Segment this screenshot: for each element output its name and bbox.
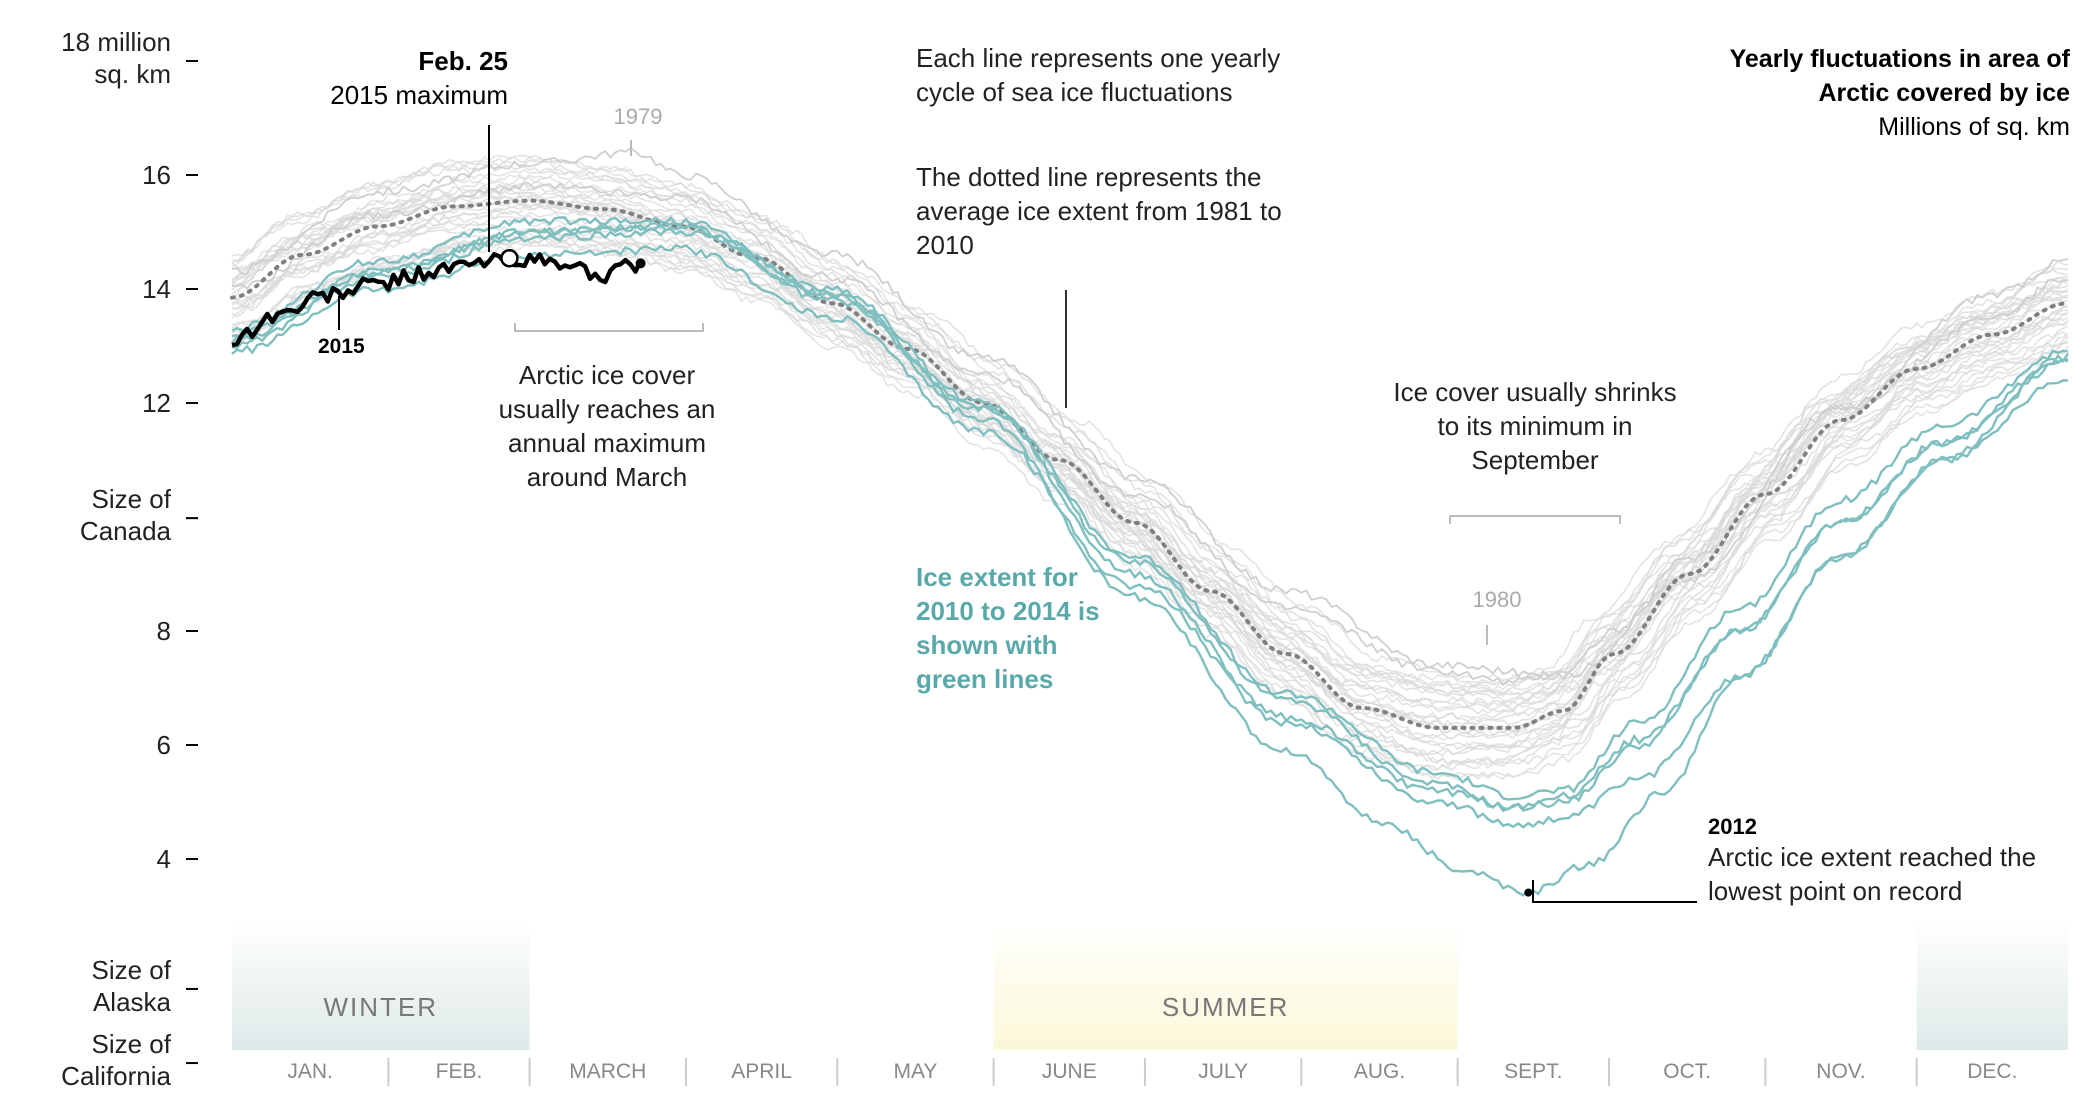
- green-note-line-4: green lines: [916, 664, 1053, 694]
- march-note-line-3: annual maximum: [508, 428, 706, 458]
- recent-line-2012: [231, 216, 2070, 897]
- march-note-line-1: Arctic ice cover: [519, 360, 696, 390]
- history-line: [231, 228, 2069, 737]
- history-line: [231, 176, 2069, 711]
- dotted-note-line-1: The dotted line represents the: [916, 162, 1261, 192]
- feb25-label: Feb. 25: [418, 46, 508, 76]
- history-line-1979: [231, 146, 2069, 681]
- historical-lines: [231, 146, 2069, 781]
- month-label: JAN.: [287, 1060, 333, 1083]
- record-note-line-2: lowest point on record: [1708, 876, 1962, 906]
- label-1979: 1979: [614, 104, 663, 129]
- season-band: [232, 920, 530, 1050]
- x-axis: JAN. FEB. MARCH APRIL MAY JUNE JULY AUG. SEPT. OC…: [287, 1058, 2017, 1086]
- march-note-line-4: around March: [527, 462, 687, 492]
- yearly-note-line-2: cycle of sea ice fluctuations: [916, 77, 1233, 107]
- sept-note-line-1: Ice cover usually shrinks: [1393, 377, 1676, 407]
- y-tick-label: sq. km: [94, 59, 171, 89]
- history-line: [231, 185, 2069, 742]
- green-note-line-3: shown with: [916, 630, 1058, 660]
- month-label: DEC.: [1967, 1060, 2017, 1083]
- feb25-sublabel: 2015 maximum: [330, 80, 508, 110]
- sept-note-line-2: to its minimum in: [1437, 411, 1632, 441]
- month-label: AUG.: [1354, 1060, 1405, 1083]
- y-tick-label: 8: [157, 616, 171, 646]
- history-line: [231, 242, 2069, 781]
- green-note-line-2: 2010 to 2014 is: [916, 596, 1100, 626]
- chart-title-line-2: Arctic covered by ice: [1818, 79, 2070, 107]
- max-2015-marker: [500, 248, 519, 268]
- month-label: MAY: [893, 1060, 937, 1083]
- label-2015: 2015: [318, 335, 365, 358]
- history-line: [231, 154, 2069, 740]
- history-line-1980: [231, 181, 2069, 687]
- y-tick-label: 14: [142, 274, 171, 304]
- record-marker: [1524, 888, 1533, 897]
- history-line: [231, 201, 2069, 749]
- history-line: [231, 219, 2069, 709]
- label-1980: 1980: [1473, 587, 1522, 612]
- average-line: [230, 198, 2070, 730]
- history-line: [231, 194, 2069, 772]
- history-line: [231, 233, 2069, 751]
- sept-bracket: [1449, 515, 1621, 524]
- y-tick-label: Size of: [92, 484, 172, 514]
- history-line: [231, 190, 2069, 757]
- y-tick-label: 16: [142, 160, 171, 190]
- history-line: [231, 234, 2069, 717]
- y-tick-label: Canada: [80, 516, 172, 546]
- recent-line-2014: [231, 227, 2069, 813]
- dotted-note-line-3: 2010: [916, 230, 974, 260]
- history-line: [231, 155, 2069, 689]
- march-note-line-2: usually reaches an: [499, 394, 716, 424]
- y-tick-label: 4: [157, 844, 171, 874]
- y-tick-label: Size of: [92, 955, 172, 985]
- current-line-2015: [231, 252, 643, 348]
- y-tick-label: 12: [142, 388, 171, 418]
- chart-subtitle: Millions of sq. km: [1878, 113, 2070, 141]
- month-label: FEB.: [436, 1060, 483, 1083]
- month-label: APRIL: [731, 1060, 792, 1083]
- month-label: MARCH: [569, 1060, 646, 1083]
- history-line: [231, 159, 2069, 756]
- season-label: WINTER: [324, 992, 439, 1022]
- y-tick-label: 6: [157, 730, 171, 760]
- record-label: 2012: [1708, 814, 1757, 839]
- march-bracket: [514, 323, 704, 332]
- current-line-end: [635, 258, 646, 269]
- month-label: NOV.: [1816, 1060, 1865, 1083]
- yearly-note-line-1: Each line represents one yearly: [916, 43, 1280, 73]
- current-line-group: [231, 248, 646, 348]
- y-tick-label: 18 million: [61, 27, 171, 57]
- record-leader: [1532, 880, 1697, 903]
- y-tick-label: Size of: [92, 1029, 172, 1059]
- history-line: [231, 198, 2069, 686]
- month-label: OCT.: [1663, 1060, 1711, 1083]
- history-line: [231, 168, 2069, 682]
- month-label: JULY: [1198, 1060, 1248, 1083]
- history-line: [231, 224, 2069, 723]
- season-band: [993, 920, 1458, 1050]
- month-label: JUNE: [1042, 1060, 1097, 1083]
- history-line: [231, 210, 2069, 780]
- record-note-line-1: Arctic ice extent reached the: [1708, 842, 2036, 872]
- history-line: [231, 180, 2069, 727]
- chart-title-line-1: Yearly fluctuations in area of: [1730, 45, 2071, 73]
- season-band: [1916, 920, 2068, 1050]
- season-label: SUMMER: [1162, 992, 1290, 1022]
- average-line-group: [230, 198, 2070, 730]
- y-tick-label: Alaska: [93, 987, 172, 1017]
- recent-line-2013: [231, 222, 2069, 801]
- y-tick-label: California: [61, 1061, 171, 1091]
- sept-note-line-3: September: [1471, 445, 1599, 475]
- history-line: [231, 194, 2069, 720]
- season-bands: WINTER SUMMER: [232, 920, 2068, 1050]
- dotted-note-line-2: average ice extent from 1981 to: [916, 196, 1282, 226]
- green-note-line-1: Ice extent for: [916, 562, 1078, 592]
- recent-lines: [231, 216, 2070, 897]
- month-label: SEPT.: [1504, 1060, 1562, 1083]
